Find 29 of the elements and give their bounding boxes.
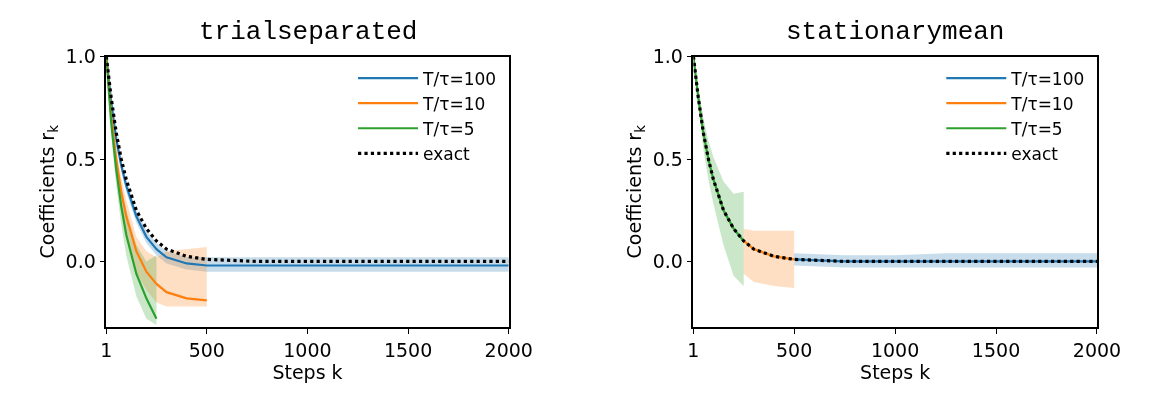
x-tick-label: 2000 bbox=[1072, 338, 1122, 361]
y-tick-label: 0.0 bbox=[65, 250, 96, 273]
legend-label: T/τ=100 bbox=[1010, 68, 1085, 89]
x-tick-label: 1 bbox=[100, 338, 113, 361]
y-tick-label: 0.5 bbox=[65, 147, 96, 170]
legend-label: T/τ=100 bbox=[422, 68, 497, 89]
chart-title: trialseparated bbox=[199, 17, 418, 47]
y-tick-label: 1.0 bbox=[652, 45, 683, 68]
x-axis-title: Steps k bbox=[272, 360, 343, 383]
x-tick-label: 1000 bbox=[283, 338, 332, 361]
y-tick-label: 0.0 bbox=[652, 250, 683, 273]
x-tick-label: 500 bbox=[188, 338, 225, 361]
x-tick-label: 1 bbox=[687, 338, 700, 361]
x-tick-label: 500 bbox=[776, 338, 813, 361]
legend-label: T/τ=10 bbox=[422, 93, 486, 114]
x-tick-label: 1500 bbox=[971, 338, 1021, 361]
x-axis-title: Steps k bbox=[860, 360, 931, 383]
legend-label: T/τ=5 bbox=[1010, 118, 1063, 139]
legend-label: T/τ=5 bbox=[422, 118, 475, 139]
legend-label: exact bbox=[423, 144, 471, 164]
line-series bbox=[742, 239, 796, 261]
chart-title: stationarymean bbox=[786, 17, 1005, 47]
x-tick-label: 2000 bbox=[484, 338, 533, 361]
legend-label: T/τ=10 bbox=[1010, 93, 1074, 114]
y-tick-label: 0.5 bbox=[652, 147, 683, 170]
x-tick-label: 1500 bbox=[383, 338, 433, 361]
x-tick-label: 1000 bbox=[870, 338, 920, 361]
legend-label: exact bbox=[1011, 144, 1059, 164]
y-tick-label: 1.0 bbox=[65, 45, 96, 68]
